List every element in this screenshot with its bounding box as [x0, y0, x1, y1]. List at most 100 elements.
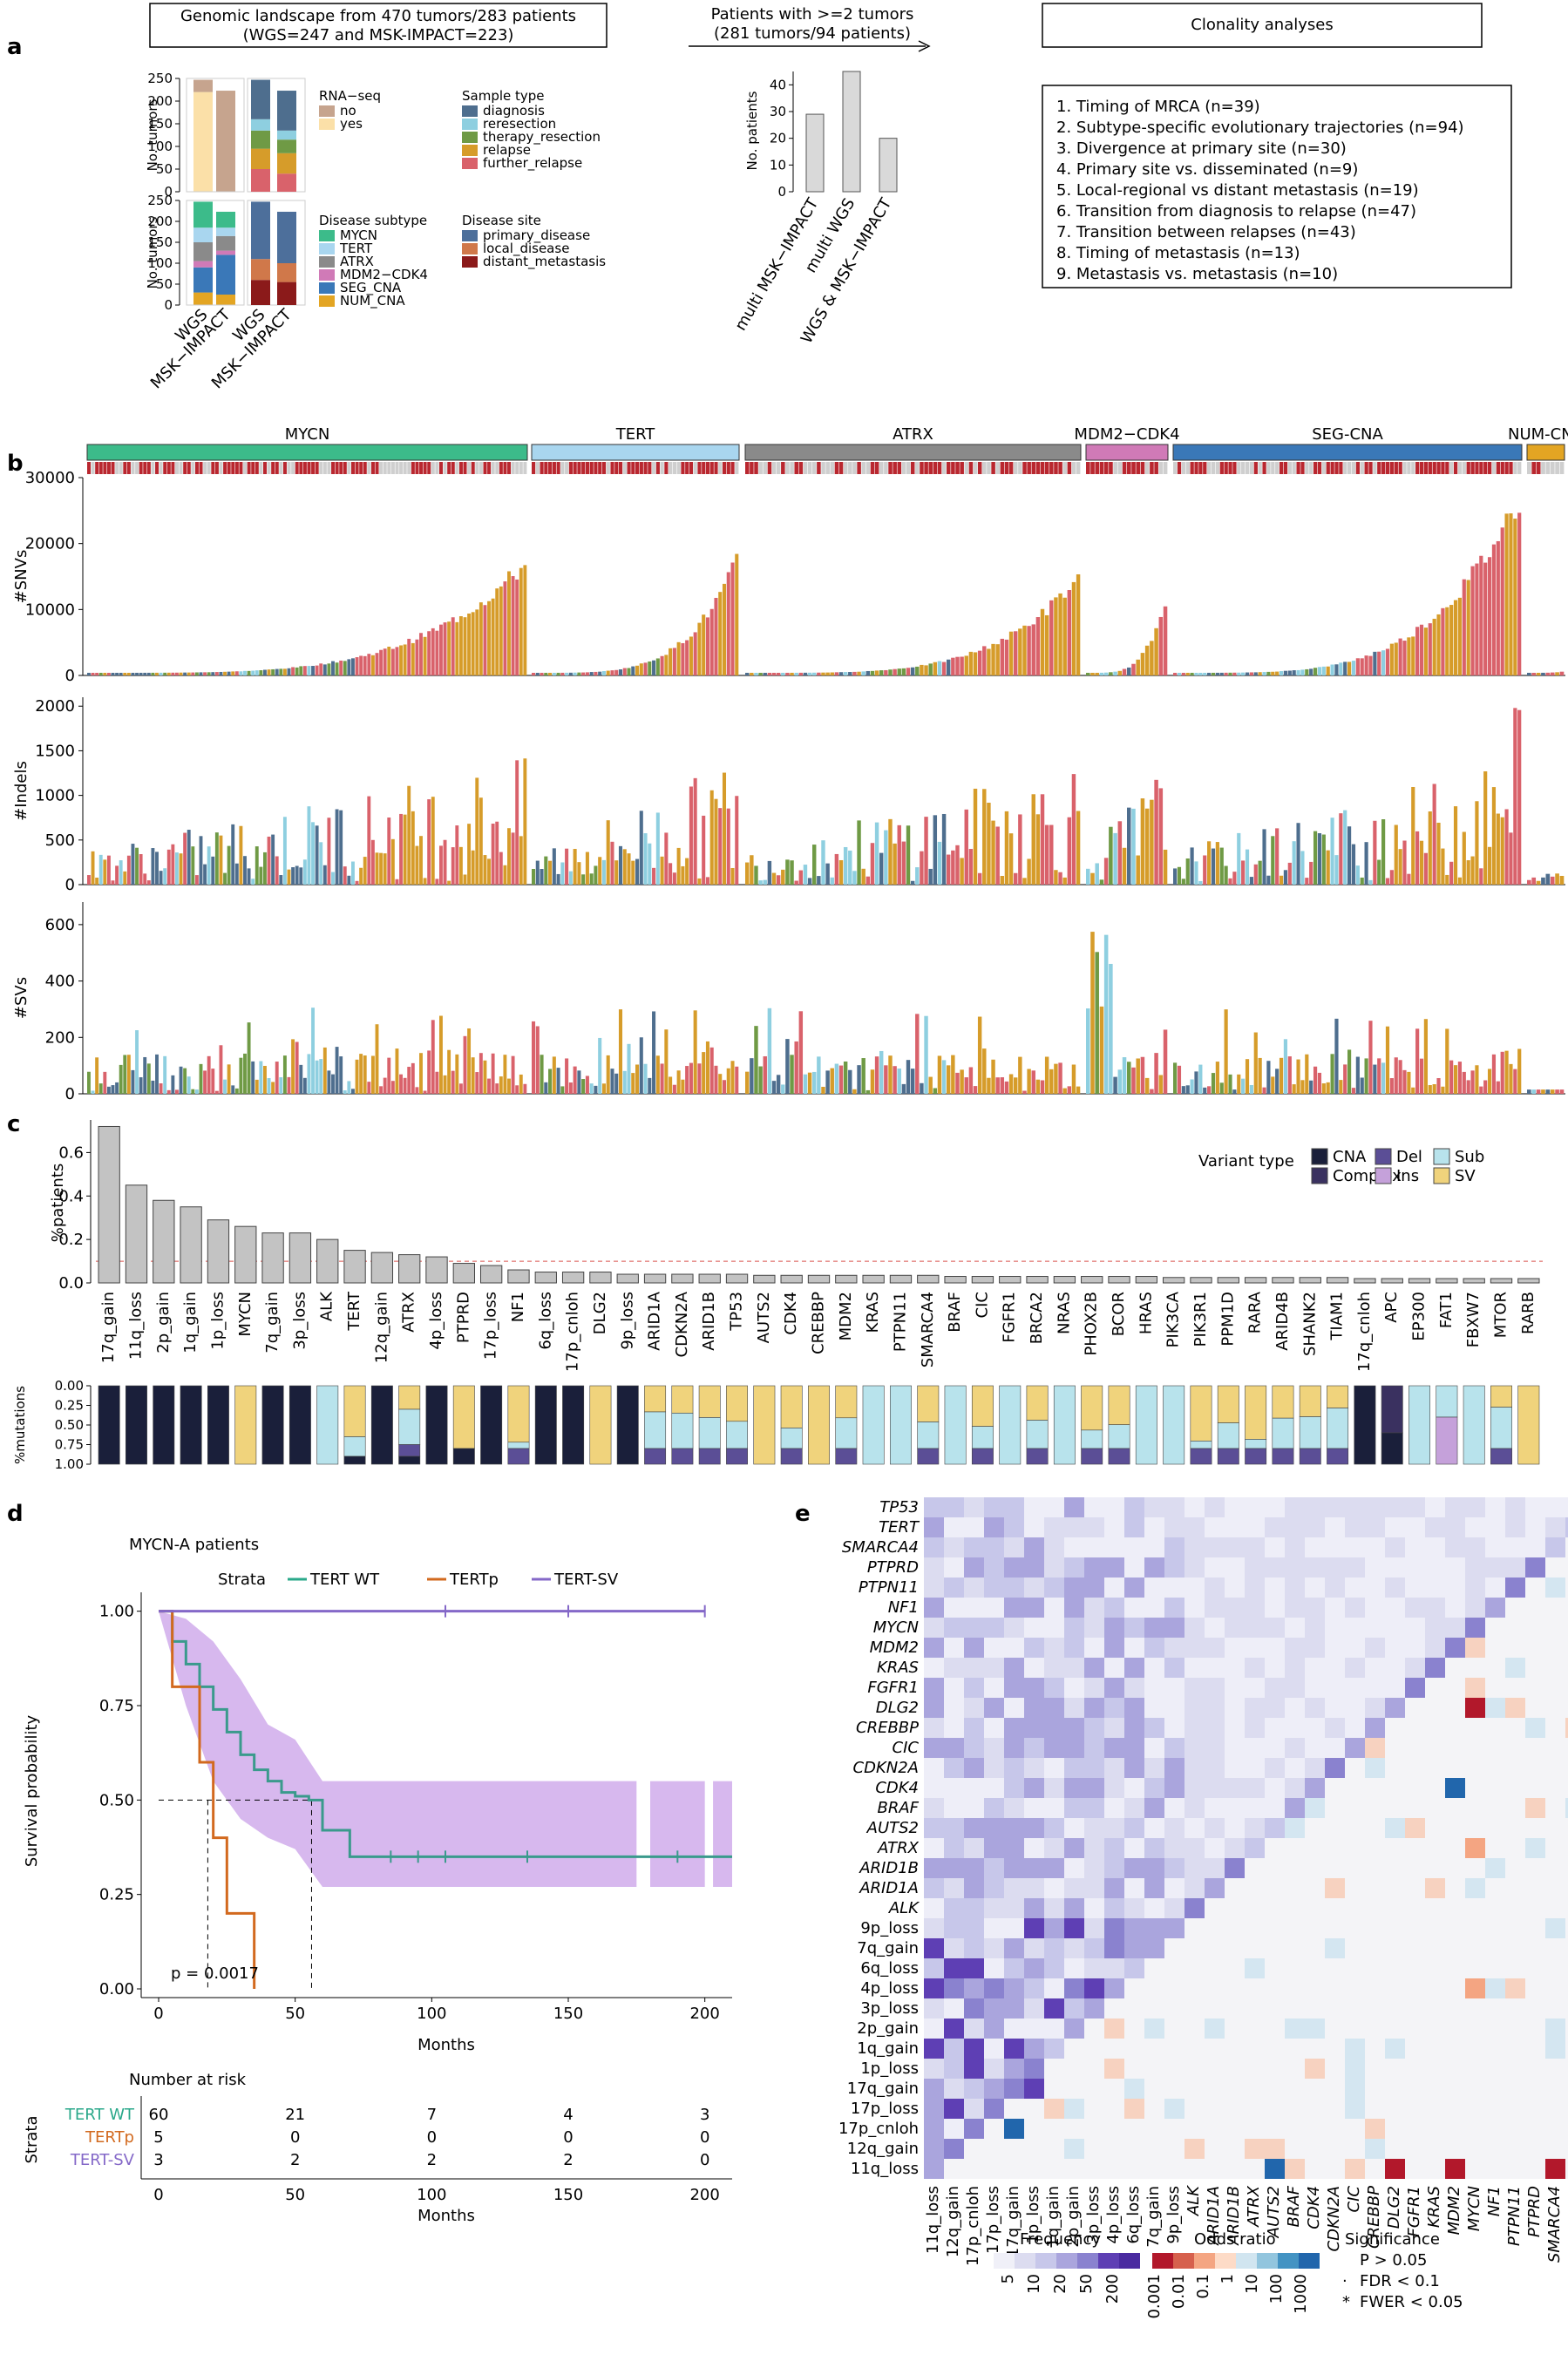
sample-bar	[821, 672, 825, 675]
sample-bar	[91, 851, 95, 885]
sample-bar	[255, 670, 259, 675]
sample-bar	[627, 853, 631, 885]
legend-title: Sample type	[462, 88, 545, 104]
sample-bar	[399, 813, 403, 885]
sample-bar	[103, 1071, 107, 1094]
heatmap-cell	[1285, 1638, 1305, 1658]
freq-tick: 20	[1051, 2274, 1069, 2294]
sample-bar	[1095, 952, 1099, 1094]
sample-bar	[968, 1067, 974, 1094]
sample-bar	[1411, 786, 1415, 885]
heatmap-cell	[944, 1638, 964, 1658]
sample-bar	[1500, 817, 1504, 885]
freq-gradient	[994, 2253, 1015, 2269]
sample-bar	[487, 858, 491, 885]
sample-bar	[1555, 672, 1559, 675]
sample-status-tick	[601, 462, 607, 474]
sample-bar	[194, 672, 199, 675]
sample-bar	[1445, 607, 1449, 675]
sample-status-tick	[383, 462, 387, 474]
sample-status-tick	[1219, 462, 1224, 474]
y-tick-label: 1000	[35, 787, 75, 805]
heatmap-cell	[924, 1838, 944, 1858]
sample-bar	[375, 1024, 379, 1094]
heatmap-row-label: MDM2	[870, 1639, 919, 1657]
clonality-item: 3. Divergence at primary site (n=30)	[1056, 139, 1347, 158]
sample-bar	[1090, 932, 1095, 1094]
risk-value: 60	[149, 2106, 169, 2124]
heatmap-cell	[924, 1738, 944, 1758]
sample-status-tick	[581, 462, 586, 474]
heatmap-cell	[1205, 1698, 1225, 1718]
heatmap-cell	[964, 1858, 984, 1878]
heatmap-cell	[1144, 1878, 1164, 1898]
sample-status-tick	[451, 462, 455, 474]
heatmap-cell	[1084, 1658, 1104, 1678]
frequency-bar	[616, 1273, 639, 1284]
sample-bar	[556, 1068, 560, 1094]
sample-bar	[1014, 1077, 1018, 1094]
sample-bar	[1287, 1056, 1292, 1094]
sample-bar	[106, 1086, 111, 1094]
subtype-band	[86, 444, 528, 461]
sample-bar	[884, 1065, 888, 1094]
sample-bar	[1462, 579, 1466, 675]
heatmap-row-label: ARID1B	[859, 1859, 919, 1877]
risk-x-tick-label: 0	[153, 2186, 163, 2204]
sample-bar	[243, 1053, 247, 1094]
heatmap-cell	[1144, 1678, 1164, 1698]
frequency-bar	[370, 1252, 394, 1284]
arrow-head	[918, 40, 931, 52]
sample-bar	[463, 874, 467, 885]
sample-bar	[1449, 1060, 1454, 1094]
sample-status-tick	[535, 462, 540, 474]
heatmap-cell	[1385, 1818, 1405, 1838]
sample-bar	[447, 880, 451, 885]
stack-segment	[193, 267, 213, 293]
heatmap-cell	[964, 1658, 984, 1678]
heatmap-cell	[1285, 1678, 1305, 1698]
sample-status-tick	[702, 462, 706, 474]
heatmap-cell	[1425, 1578, 1445, 1598]
sample-bar	[1541, 1089, 1545, 1094]
alteration-label: SHANK2	[1300, 1292, 1319, 1356]
mutation-type-segment	[753, 1385, 776, 1465]
x-tick-label: 200	[689, 2005, 719, 2023]
sample-status-tick	[302, 462, 307, 474]
sample-status-tick	[1109, 462, 1113, 474]
sample-bar	[1449, 605, 1454, 675]
sample-bar	[697, 622, 702, 675]
sample-status-tick	[568, 462, 573, 474]
sample-bar	[123, 871, 127, 885]
sample-bar	[568, 1082, 573, 1094]
heatmap-cell	[1124, 1537, 1144, 1557]
sample-bar	[928, 1076, 933, 1094]
heatmap-col-label: 1q_gain	[1044, 2186, 1062, 2248]
mutation-type-segment	[1190, 1448, 1212, 1465]
heatmap-cell	[1064, 2099, 1084, 2119]
sample-status-tick	[577, 462, 581, 474]
heatmap-cell	[1505, 1557, 1525, 1578]
sample-bar	[714, 798, 718, 885]
sample-bar	[648, 1077, 652, 1094]
alteration-label: FAT1	[1437, 1292, 1456, 1328]
sample-status-tick	[901, 462, 906, 474]
sample-bar	[1483, 1080, 1488, 1094]
multi-bar	[879, 138, 898, 193]
y-tick-label: 30000	[25, 469, 75, 487]
frequency-bar	[1517, 1278, 1540, 1284]
heatmap-cell	[1164, 1698, 1184, 1718]
sample-bar	[307, 1054, 311, 1094]
legend-swatch	[462, 230, 478, 241]
sample-bar	[1086, 868, 1090, 885]
mutation-type-segment	[644, 1448, 667, 1465]
heatmap-cell	[1465, 1618, 1485, 1638]
sample-bar	[1381, 819, 1386, 885]
sample-status-tick	[1173, 462, 1178, 474]
heatmap-cell	[1525, 1517, 1545, 1537]
sample-bar	[415, 1087, 419, 1094]
heatmap-cell	[1184, 1537, 1205, 1557]
heatmap-cell	[1345, 1598, 1365, 1618]
heatmap-cell	[1124, 1557, 1144, 1578]
sample-bar	[730, 1061, 735, 1094]
